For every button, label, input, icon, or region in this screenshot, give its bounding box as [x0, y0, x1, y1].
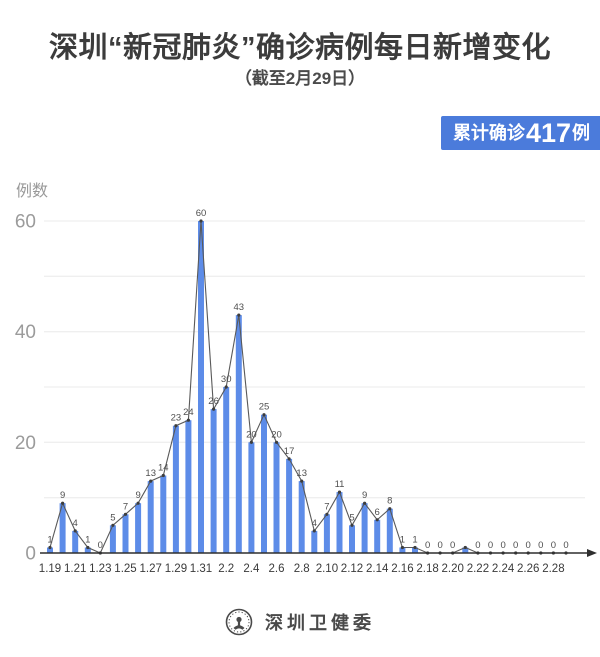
page-subtitle: （截至2月29日）	[234, 69, 366, 88]
badge-value: 417	[525, 118, 571, 148]
svg-text:1.23: 1.23	[89, 563, 111, 575]
svg-text:4: 4	[73, 518, 78, 529]
svg-text:0: 0	[475, 540, 480, 551]
svg-text:1: 1	[85, 535, 90, 546]
svg-text:1.31: 1.31	[190, 563, 212, 575]
svg-text:2.22: 2.22	[467, 563, 489, 575]
svg-text:0: 0	[563, 540, 568, 551]
svg-text:13: 13	[296, 468, 307, 479]
svg-text:4: 4	[312, 518, 317, 529]
bars	[47, 221, 469, 553]
svg-text:2.24: 2.24	[492, 563, 515, 575]
svg-text:0: 0	[450, 540, 455, 551]
svg-text:14: 14	[158, 463, 169, 474]
svg-text:0: 0	[500, 540, 505, 551]
svg-text:0: 0	[513, 540, 518, 551]
svg-text:1.29: 1.29	[165, 563, 187, 575]
x-axis-arrow	[587, 549, 597, 557]
y-axis-labels: 0 20 40 60	[15, 212, 36, 565]
svg-text:13: 13	[145, 468, 156, 479]
svg-text:1.27: 1.27	[140, 563, 162, 575]
svg-text:2.8: 2.8	[294, 563, 310, 575]
svg-text:0: 0	[98, 540, 103, 551]
svg-text:8: 8	[387, 496, 392, 507]
svg-text:30: 30	[221, 374, 232, 385]
source-name: 深圳卫健委	[265, 613, 375, 633]
svg-text:17: 17	[284, 446, 295, 457]
svg-text:0: 0	[526, 540, 531, 551]
svg-text:2.16: 2.16	[391, 563, 413, 575]
svg-text:5: 5	[110, 512, 115, 523]
cumulative-total-badge: 累计确诊 417 例	[440, 116, 600, 150]
svg-text:20: 20	[246, 429, 257, 440]
svg-text:7: 7	[123, 501, 128, 512]
svg-text:0: 0	[437, 540, 442, 551]
svg-text:2.4: 2.4	[243, 563, 260, 575]
badge-prefix: 累计确诊	[452, 123, 525, 143]
svg-text:2.26: 2.26	[517, 563, 539, 575]
svg-text:2.18: 2.18	[416, 563, 438, 575]
svg-text:9: 9	[362, 490, 367, 501]
svg-text:60: 60	[196, 208, 207, 219]
footer: 深圳卫健委	[0, 608, 600, 636]
svg-text:7: 7	[324, 501, 329, 512]
health-commission-logo-icon	[225, 608, 253, 636]
svg-text:0: 0	[425, 540, 430, 551]
svg-text:0: 0	[551, 540, 556, 551]
daily-new-cases-chart: 例数 0 20 40 60 1 9 4 1 0 5 7 9 13 14 23 24 60 26 30 43 20 25 20 1…	[0, 165, 600, 610]
svg-text:0: 0	[538, 540, 543, 551]
svg-text:2.6: 2.6	[269, 563, 285, 575]
svg-text:2.12: 2.12	[341, 563, 363, 575]
svg-text:5: 5	[349, 512, 354, 523]
svg-text:0: 0	[488, 540, 493, 551]
svg-text:1.25: 1.25	[114, 563, 136, 575]
svg-text:43: 43	[234, 302, 245, 313]
svg-text:2.14: 2.14	[366, 563, 389, 575]
svg-text:23: 23	[171, 413, 182, 424]
y-gridlines	[44, 220, 585, 499]
svg-text:2.28: 2.28	[542, 563, 564, 575]
svg-text:60: 60	[15, 212, 36, 233]
svg-text:40: 40	[15, 322, 36, 343]
svg-text:9: 9	[135, 490, 140, 501]
svg-text:20: 20	[271, 429, 282, 440]
svg-text:20: 20	[15, 433, 36, 454]
svg-text:1.19: 1.19	[39, 563, 61, 575]
y-axis-title: 例数	[16, 182, 48, 200]
svg-text:1.21: 1.21	[64, 563, 86, 575]
x-axis-labels: 1.19 1.21 1.23 1.25 1.27 1.29 1.31 2.2 2.4 2.6 2.8…	[39, 563, 565, 575]
svg-text:2.2: 2.2	[218, 563, 234, 575]
badge-suffix: 例	[572, 123, 590, 143]
svg-text:2.20: 2.20	[442, 563, 464, 575]
page-title: 深圳“新冠肺炎”确诊病例每日新增变化	[48, 32, 551, 64]
svg-text:6: 6	[375, 507, 380, 518]
svg-text:24: 24	[183, 407, 194, 418]
x-axis	[40, 549, 597, 557]
svg-text:1: 1	[412, 535, 417, 546]
svg-text:9: 9	[60, 490, 65, 501]
svg-text:0: 0	[25, 544, 36, 565]
svg-text:1: 1	[400, 535, 405, 546]
svg-text:26: 26	[208, 396, 219, 407]
svg-text:1: 1	[47, 535, 52, 546]
svg-text:2.10: 2.10	[316, 563, 338, 575]
svg-text:25: 25	[259, 402, 270, 413]
point-markers	[48, 219, 568, 555]
svg-text:11: 11	[335, 479, 345, 490]
